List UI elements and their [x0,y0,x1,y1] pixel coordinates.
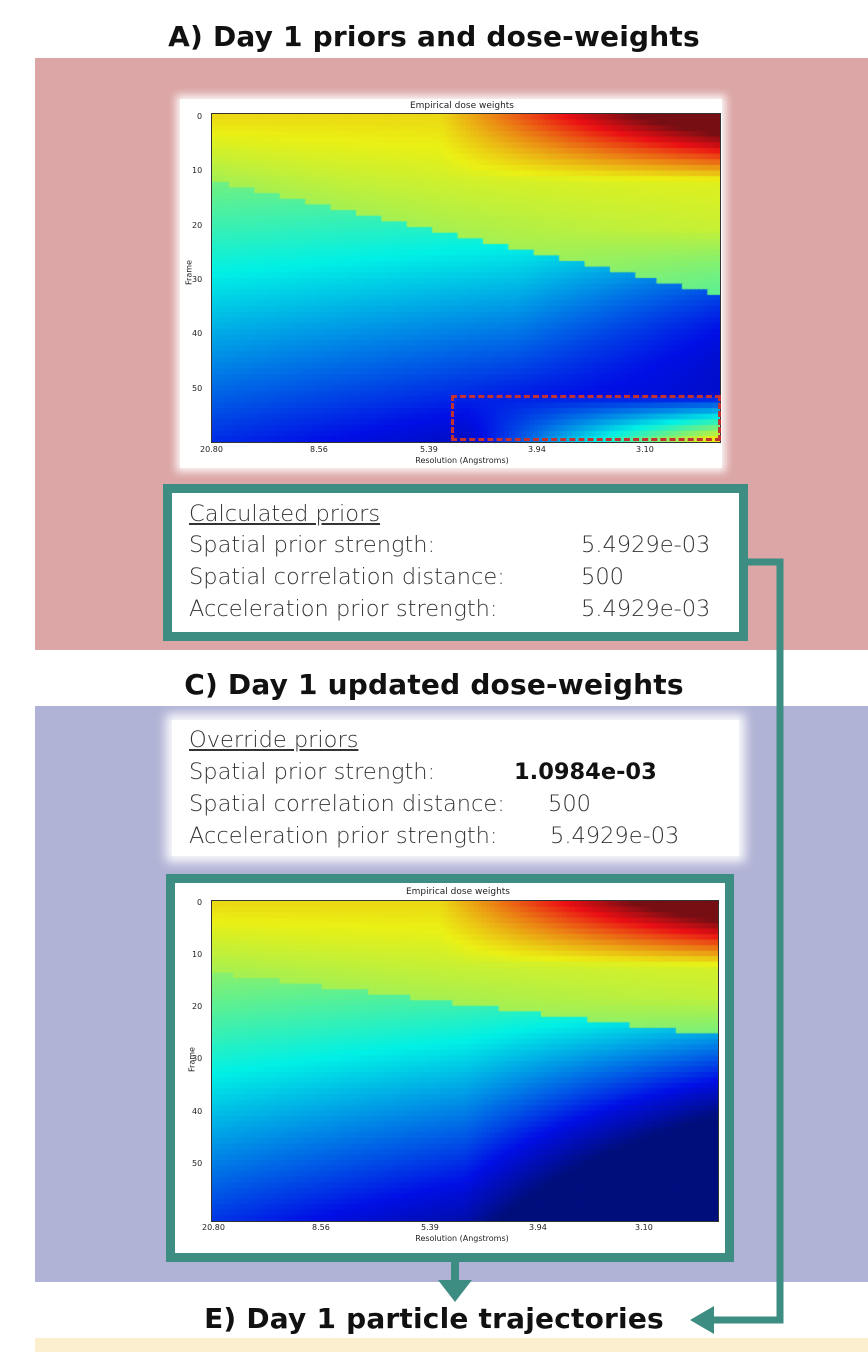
bottom-ytick-20: 20 [192,1002,203,1011]
calc-spatial-strength-label: Spatial prior strength: [189,532,436,558]
top-xtick-3: 3.94 [528,445,546,454]
priors-to-trajectories-line [712,558,784,1324]
calc-correlation-distance-label: Spatial correlation distance: [189,564,505,590]
section-a-title: A) Day 1 priors and dose-weights [168,20,700,53]
top-xtick-4: 3.10 [636,445,654,454]
top-heatmap [211,113,721,443]
bottom-dose-weight-plot: Empirical dose weights Frame Resolution … [166,874,734,1262]
bottom-plot-title: Empirical dose weights [405,887,511,897]
top-plot-title: Empirical dose weights [409,101,515,111]
top-ytick-30: 30 [192,275,203,284]
bottom-xtick-1: 8.56 [312,1223,330,1232]
bottom-x-axis-label: Resolution (Angstroms) [415,1234,509,1243]
bottom-ytick-10: 10 [192,950,203,959]
bottom-xtick-4: 3.10 [635,1223,653,1232]
heat-top-canvas [212,114,720,442]
calc-acceleration-strength-label: Acceleration prior strength: [189,596,498,622]
calc-correlation-distance-value: 500 [581,564,624,590]
override-correlation-distance-label: Spatial correlation distance: [189,791,505,817]
override-priors-box: Override priors Spatial prior strength: … [172,720,739,856]
section-c-title: C) Day 1 updated dose-weights [184,668,684,701]
bottom-ytick-40: 40 [192,1107,203,1116]
override-priors-heading: Override priors [189,727,359,753]
bottom-ytick-50: 50 [192,1159,203,1168]
top-xtick-0: 20.80 [200,445,223,454]
top-xtick-1: 8.56 [310,445,328,454]
calculated-priors-heading: Calculated priors [189,501,381,527]
bottom-xtick-0: 20.80 [202,1223,225,1232]
bottom-xtick-2: 5.39 [421,1223,439,1232]
right-arrowhead-icon [690,1306,714,1334]
heat-bottom-canvas [212,901,718,1221]
top-xtick-2: 5.39 [420,445,438,454]
override-spatial-strength-value: 1.0984e-03 [514,759,657,785]
top-x-axis-label: Resolution (Angstroms) [415,456,509,465]
bottom-heatmap [211,900,719,1222]
top-ytick-20: 20 [192,221,203,230]
top-ytick-0: 0 [197,112,203,121]
override-acceleration-strength-value: 5.4929e-03 [550,823,680,849]
override-correlation-distance-value: 500 [548,791,591,817]
top-ytick-40: 40 [192,329,203,338]
section-e-title: E) Day 1 particle trajectories [204,1302,664,1335]
bottom-ytick-0: 0 [197,898,203,907]
top-ytick-50: 50 [192,384,203,393]
bottom-ytick-30: 30 [192,1054,203,1063]
calculated-priors-box: Calculated priors Spatial prior strength… [163,484,748,641]
override-spatial-strength-label: Spatial prior strength: [189,759,436,785]
down-arrowhead-icon [438,1280,472,1302]
top-dose-weight-plot: Empirical dose weights Frame Resolution … [180,99,722,468]
calc-spatial-strength-value: 5.4929e-03 [581,532,711,558]
panel-e-background [35,1338,868,1352]
bottom-xtick-3: 3.94 [529,1223,547,1232]
top-ytick-10: 10 [192,166,203,175]
override-acceleration-strength-label: Acceleration prior strength: [189,823,498,849]
highlight-box [451,395,721,441]
calc-acceleration-strength-value: 5.4929e-03 [581,596,711,622]
